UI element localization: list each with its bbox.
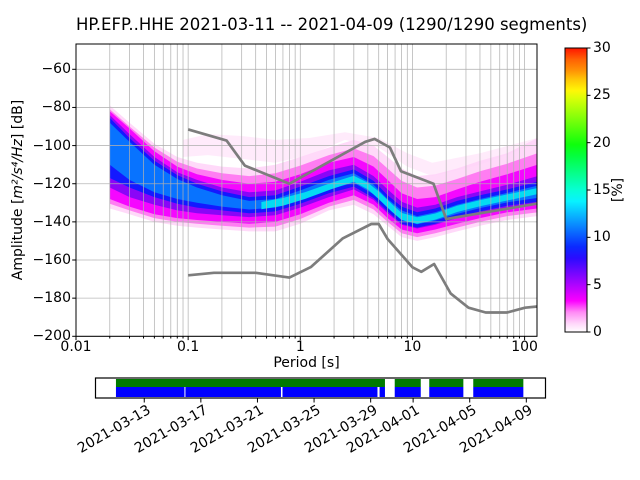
- y-tick-label: −60: [41, 61, 71, 78]
- noise-model-curves: [187, 128, 538, 314]
- x-tick-label: 1: [295, 339, 305, 355]
- coverage-data-segment: [394, 379, 421, 387]
- coverage-used-segment: [115, 387, 185, 397]
- axis-ticks: [72, 68, 526, 341]
- colorbar-tick-label: 15: [593, 182, 611, 198]
- y-tick-label: −100: [32, 137, 71, 154]
- y-tick-label: −160: [32, 252, 71, 268]
- ppsd-density: [109, 105, 537, 241]
- wisp-band: [183, 132, 537, 177]
- cyan-band: [261, 175, 537, 224]
- y-tick-label: −140: [32, 213, 71, 230]
- x-tick-label: 10: [403, 339, 422, 355]
- azure-band: [109, 122, 537, 225]
- colorbar-tick-label: 25: [593, 87, 611, 104]
- y-tick-label: −80: [41, 99, 71, 116]
- x-tick-label: 0.01: [60, 339, 92, 355]
- coverage-data-segment: [473, 379, 524, 387]
- coverage-data-segment: [115, 379, 385, 387]
- coverage-used-segment: [394, 387, 421, 397]
- y-tick-label: −200: [32, 328, 71, 345]
- coverage-used-segment: [429, 387, 464, 397]
- colorbar-tick-label: 20: [593, 134, 611, 151]
- x-tick-label: 100: [511, 339, 538, 355]
- colorbar-tick-label: 30: [593, 40, 611, 56]
- grid: [76, 44, 537, 337]
- y-tick-label: −120: [32, 175, 71, 192]
- colorbar-tick-label: 0: [593, 324, 602, 340]
- coverage-used-segment: [282, 387, 378, 397]
- nhnm-curve: [187, 128, 538, 221]
- nlnm-curve: [188, 222, 538, 314]
- coverage-used-segment: [379, 387, 385, 397]
- x-axis-label: Period [s]: [273, 355, 340, 371]
- coverage-used-segment: [473, 387, 524, 397]
- coverage-bar: [94, 377, 547, 403]
- coverage-used-segment: [185, 387, 281, 397]
- colorbar: [564, 47, 588, 333]
- x-tick-label: 0.1: [177, 339, 200, 355]
- colorbar-tick-label: 10: [593, 229, 611, 246]
- y-axis-label-pre: Amplitude [: [10, 198, 26, 281]
- colorbar-tick-label: 5: [593, 276, 602, 293]
- y-tick-label: −180: [32, 290, 71, 307]
- coverage-data-segment: [429, 379, 464, 387]
- plot-title: HP.EFP..HHE 2021-03-11 -- 2021-04-09 (12…: [76, 15, 588, 34]
- axes-frame: [75, 43, 538, 337]
